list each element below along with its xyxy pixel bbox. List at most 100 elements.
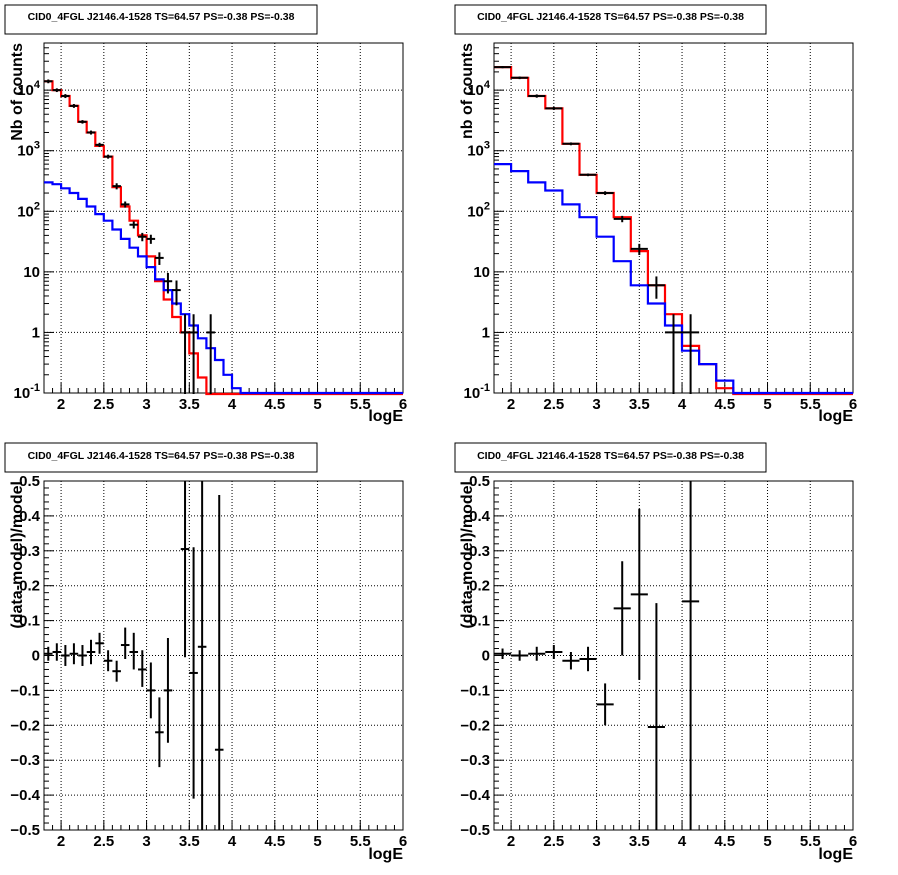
data-point <box>596 683 614 726</box>
data-point <box>596 191 614 195</box>
data-point <box>120 201 130 208</box>
data-point <box>86 130 96 135</box>
data-point <box>103 650 113 672</box>
y-tick-label: 10-1 <box>14 382 40 402</box>
x-tick-label: 3.5 <box>179 396 200 413</box>
data-point <box>112 183 121 190</box>
data-point <box>562 652 580 670</box>
data-point <box>664 314 683 394</box>
y-axis-label: (data-model)/model <box>459 481 476 629</box>
x-tick-label: 3.5 <box>629 396 650 413</box>
data-point <box>189 547 198 799</box>
y-tick-label: 0.2 <box>19 578 40 595</box>
x-tick-label: 5 <box>763 396 771 413</box>
x-tick-label: 5 <box>763 833 771 850</box>
data-point <box>146 662 156 719</box>
data-point <box>511 76 529 80</box>
y-tick-label: −0.5 <box>10 822 40 839</box>
x-tick-label: 4 <box>228 396 237 413</box>
data-point <box>129 632 139 670</box>
panel-counts-fine: 2 2.5 3 3.5 4 4.5 5 5.5 6 10-1 1 10 102 103 104 logE Nb … <box>4 4 407 425</box>
panel-residual-fine: 2 2.5 3 3.5 4 4.5 5 5.5 6 −0.5 −0.4 −0.3 −0.2 −0.1 0 0.… <box>4 442 407 863</box>
data-point <box>155 697 164 768</box>
data-point <box>214 494 224 830</box>
data-point <box>155 252 164 265</box>
y-tick-label: 0.2 <box>469 578 490 595</box>
x-tick-label: 3.5 <box>179 833 200 850</box>
data-point <box>180 481 190 658</box>
x-tick-label: 5.5 <box>800 396 821 413</box>
y-tick-label: 0.3 <box>19 543 40 560</box>
chart-title: CID0_4FGL J2146.4-1528 TS=64.57 PS=-0.38… <box>477 450 744 462</box>
y-tick-label: 0.4 <box>469 508 491 525</box>
data-point <box>494 66 512 69</box>
data-point <box>197 481 207 830</box>
x-axis-label: logE <box>818 408 853 425</box>
data-point <box>579 173 597 177</box>
y-tick-label: 10 <box>473 264 490 281</box>
x-tick-label: 3 <box>592 833 600 850</box>
data-point <box>682 314 700 394</box>
x-axis-label: logE <box>368 408 403 425</box>
y-tick-label: 1 <box>32 324 40 341</box>
y-tick-label: 0.5 <box>469 473 490 490</box>
y-tick-label: 1 <box>482 324 490 341</box>
x-tick-label: 4.5 <box>714 833 735 850</box>
data-point <box>69 643 79 665</box>
data-point <box>545 645 563 659</box>
data-point <box>78 645 87 666</box>
y-tick-label: 0.5 <box>19 473 40 490</box>
data-point <box>61 645 70 666</box>
x-tick-label: 5 <box>313 396 321 413</box>
x-tick-label: 2.5 <box>543 833 564 850</box>
x-tick-label: 5.5 <box>800 833 821 850</box>
plot-frame <box>43 42 404 394</box>
x-tick-label: 2.5 <box>543 396 564 413</box>
y-tick-label: 0 <box>482 648 490 665</box>
y-tick-label: −0.4 <box>10 787 40 804</box>
x-tick-label: 4 <box>228 833 237 850</box>
x-axis-label: logE <box>818 846 853 863</box>
x-tick-label: 3 <box>142 833 150 850</box>
x-tick-label: 2 <box>507 833 515 850</box>
data-point <box>180 314 190 394</box>
x-tick-label: 3 <box>142 396 150 413</box>
data-point <box>146 234 156 244</box>
x-tick-label: 2.5 <box>93 833 114 850</box>
data-point <box>206 314 215 394</box>
x-tick-label: 6 <box>849 833 857 850</box>
data-point <box>112 660 121 682</box>
x-tick-label: 3 <box>592 396 600 413</box>
x-tick-label: 6 <box>399 833 407 850</box>
chart-title: CID0_4FGL J2146.4-1528 TS=64.57 PS=-0.38… <box>477 11 744 23</box>
y-tick-label: 103 <box>17 140 40 160</box>
data-point <box>511 650 529 661</box>
data-point <box>613 215 631 223</box>
data-point <box>86 639 96 665</box>
x-tick-label: 6 <box>399 396 407 413</box>
data-point <box>189 314 198 394</box>
panel-counts-coarse: 2 2.5 3 3.5 4 4.5 5 5.5 6 10-1 1 10 102 103 104 logE nb … <box>454 4 857 425</box>
x-tick-label: 4.5 <box>264 833 285 850</box>
data-point <box>613 561 631 656</box>
y-tick-label: −0.1 <box>10 682 40 699</box>
title-box <box>454 442 767 473</box>
y-tick-label: −0.5 <box>460 822 490 839</box>
chart-title: CID0_4FGL J2146.4-1528 TS=64.57 PS=-0.38… <box>28 11 295 23</box>
data-point <box>647 603 665 830</box>
data-point <box>494 648 512 659</box>
data-point <box>163 638 173 743</box>
x-tick-label: 6 <box>849 396 857 413</box>
data-point <box>630 508 648 680</box>
y-tick-label: 0 <box>32 648 40 665</box>
data-point <box>52 643 62 661</box>
data-point <box>95 142 104 148</box>
y-tick-label: 0.1 <box>469 613 490 630</box>
title-box <box>4 4 318 35</box>
data-point <box>61 94 70 99</box>
data-point <box>138 650 147 687</box>
y-tick-label: −0.2 <box>460 717 490 734</box>
histogram-blue <box>494 163 853 395</box>
title-box <box>4 442 318 473</box>
